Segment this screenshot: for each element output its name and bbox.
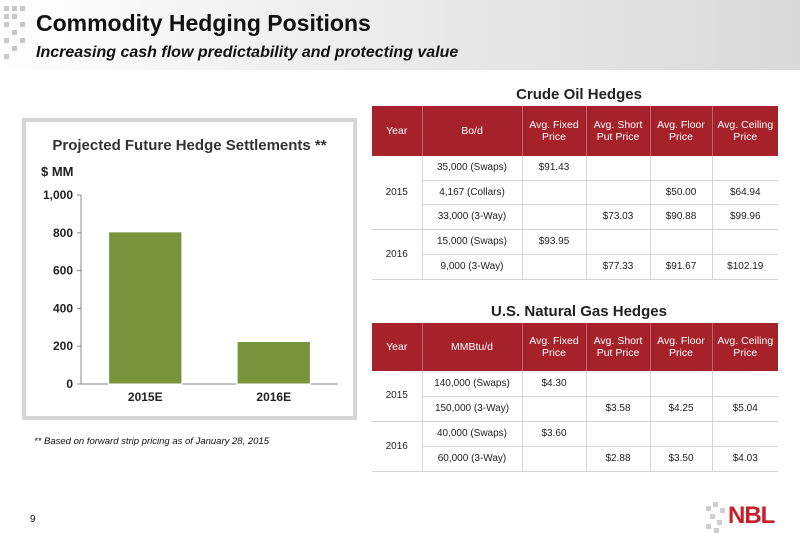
short-put-cell: $73.03 [586, 204, 651, 230]
x-tick-label: 2015E [128, 390, 163, 404]
fixed-price-cell [522, 204, 587, 230]
year-cell: 2015 [372, 156, 423, 230]
column-header-floor-price: Avg. Floor Price [650, 106, 713, 156]
column-header-year: Year [372, 323, 423, 371]
fixed-price-cell: $93.95 [522, 229, 587, 255]
header-band [0, 0, 800, 70]
bar-2016e [236, 340, 311, 385]
column-header-floor-price: Avg. Floor Price [650, 323, 713, 371]
ceiling-cell [712, 156, 778, 181]
column-header-fixed-price: Avg. Fixed Price [522, 323, 587, 371]
table-row: 60,000 (3-Way) $2.88 $3.50 $4.03 [372, 446, 778, 472]
fixed-price-cell [522, 180, 587, 205]
volume-cell: 60,000 (3-Way) [422, 446, 523, 472]
floor-cell: $50.00 [650, 180, 713, 205]
nbl-logo: NBL [706, 500, 800, 533]
short-put-cell: $3.58 [586, 396, 651, 422]
year-cell: 2016 [372, 229, 423, 280]
column-header-volume: MMBtu/d [422, 323, 523, 371]
short-put-cell [586, 180, 651, 205]
fixed-price-cell [522, 446, 587, 472]
floor-cell: $90.88 [650, 204, 713, 230]
y-tick-label: 400 [53, 301, 73, 315]
fixed-price-cell [522, 254, 587, 280]
logo-text: NBL [728, 502, 775, 529]
column-header-volume: Bo/d [422, 106, 523, 156]
table-row: 2015 140,000 (Swaps) $4.30 [372, 371, 778, 422]
column-header-ceiling-price: Avg. Ceiling Price [712, 323, 778, 371]
table-row: 2016 40,000 (Swaps) $3.60 [372, 421, 778, 472]
table-row: 150,000 (3-Way) $3.58 $4.25 $5.04 [372, 396, 778, 422]
ceiling-cell: $5.04 [712, 396, 778, 422]
fixed-price-cell [522, 396, 587, 422]
y-tick-label: 1,000 [43, 188, 73, 202]
y-tick-label: 0 [66, 377, 73, 391]
volume-cell: 140,000 (Swaps) [422, 371, 523, 397]
short-put-cell [586, 421, 651, 447]
header-dots-decoration [4, 6, 32, 66]
floor-cell: $3.50 [650, 446, 713, 472]
volume-cell: 15,000 (Swaps) [422, 229, 523, 255]
ceiling-cell [712, 421, 778, 447]
short-put-cell [586, 156, 651, 181]
volume-cell: 4,167 (Collars) [422, 180, 523, 205]
volume-cell: 9,000 (3-Way) [422, 254, 523, 280]
footnote: ** Based on forward strip pricing as of … [34, 436, 269, 447]
floor-cell: $91.67 [650, 254, 713, 280]
year-cell: 2016 [372, 421, 423, 472]
y-tick-label: 200 [53, 339, 73, 353]
table-row: 2015 35,000 (Swaps) $91.43 [372, 156, 778, 230]
crude-oil-table-title: Crude Oil Hedges [516, 86, 642, 103]
floor-cell [650, 371, 713, 397]
column-header-short-put-price: Avg. Short Put Price [586, 323, 651, 371]
column-header-year: Year [372, 106, 423, 156]
ceiling-cell [712, 371, 778, 397]
hedge-settlements-chart: Projected Future Hedge Settlements ** $ … [22, 118, 357, 420]
crude-oil-hedges-table: Year Bo/d Avg. Fixed Price Avg. Short Pu… [372, 106, 778, 280]
short-put-cell: $77.33 [586, 254, 651, 280]
table-row: 9,000 (3-Way) $77.33 $91.67 $102.19 [372, 254, 778, 280]
fixed-price-cell: $3.60 [522, 421, 587, 447]
column-header-ceiling-price: Avg. Ceiling Price [712, 106, 778, 156]
page-title: Commodity Hedging Positions [36, 10, 371, 36]
ceiling-cell: $4.03 [712, 446, 778, 472]
short-put-cell [586, 229, 651, 255]
natural-gas-table-title: U.S. Natural Gas Hedges [491, 303, 667, 320]
table-row: 33,000 (3-Way) $73.03 $90.88 $99.96 [372, 204, 778, 230]
short-put-cell: $2.88 [586, 446, 651, 472]
column-header-short-put-price: Avg. Short Put Price [586, 106, 651, 156]
floor-cell [650, 229, 713, 255]
floor-cell [650, 421, 713, 447]
y-tick-label: 600 [53, 264, 73, 278]
ceiling-cell: $64.94 [712, 180, 778, 205]
logo-dots-decoration [706, 502, 740, 533]
volume-cell: 33,000 (3-Way) [422, 204, 523, 230]
fixed-price-cell: $91.43 [522, 156, 587, 181]
table-header-row: Year MMBtu/d Avg. Fixed Price Avg. Short… [372, 323, 778, 371]
table-header-row: Year Bo/d Avg. Fixed Price Avg. Short Pu… [372, 106, 778, 156]
x-tick-label: 2016E [256, 390, 291, 404]
volume-cell: 150,000 (3-Way) [422, 396, 523, 422]
bar-2015e [108, 231, 183, 385]
chart-title: Projected Future Hedge Settlements ** [52, 137, 327, 154]
volume-cell: 35,000 (Swaps) [422, 156, 523, 181]
natural-gas-hedges-table: Year MMBtu/d Avg. Fixed Price Avg. Short… [372, 323, 778, 472]
page-subtitle: Increasing cash flow predictability and … [36, 44, 459, 61]
chart-plot: 0 200 400 600 800 1,000 2015E 2016E [43, 188, 338, 404]
table-row: 2016 15,000 (Swaps) $93.95 [372, 229, 778, 280]
table-row: 4,167 (Collars) $50.00 $64.94 [372, 180, 778, 205]
ceiling-cell: $102.19 [712, 254, 778, 280]
ceiling-cell [712, 229, 778, 255]
year-cell: 2015 [372, 371, 423, 422]
floor-cell [650, 156, 713, 181]
floor-cell: $4.25 [650, 396, 713, 422]
ceiling-cell: $99.96 [712, 204, 778, 230]
chart-y-axis-label: $ MM [41, 164, 74, 179]
page-number: 9 [30, 514, 36, 525]
fixed-price-cell: $4.30 [522, 371, 587, 397]
column-header-fixed-price: Avg. Fixed Price [522, 106, 587, 156]
short-put-cell [586, 371, 651, 397]
volume-cell: 40,000 (Swaps) [422, 421, 523, 447]
y-tick-label: 800 [53, 226, 73, 240]
